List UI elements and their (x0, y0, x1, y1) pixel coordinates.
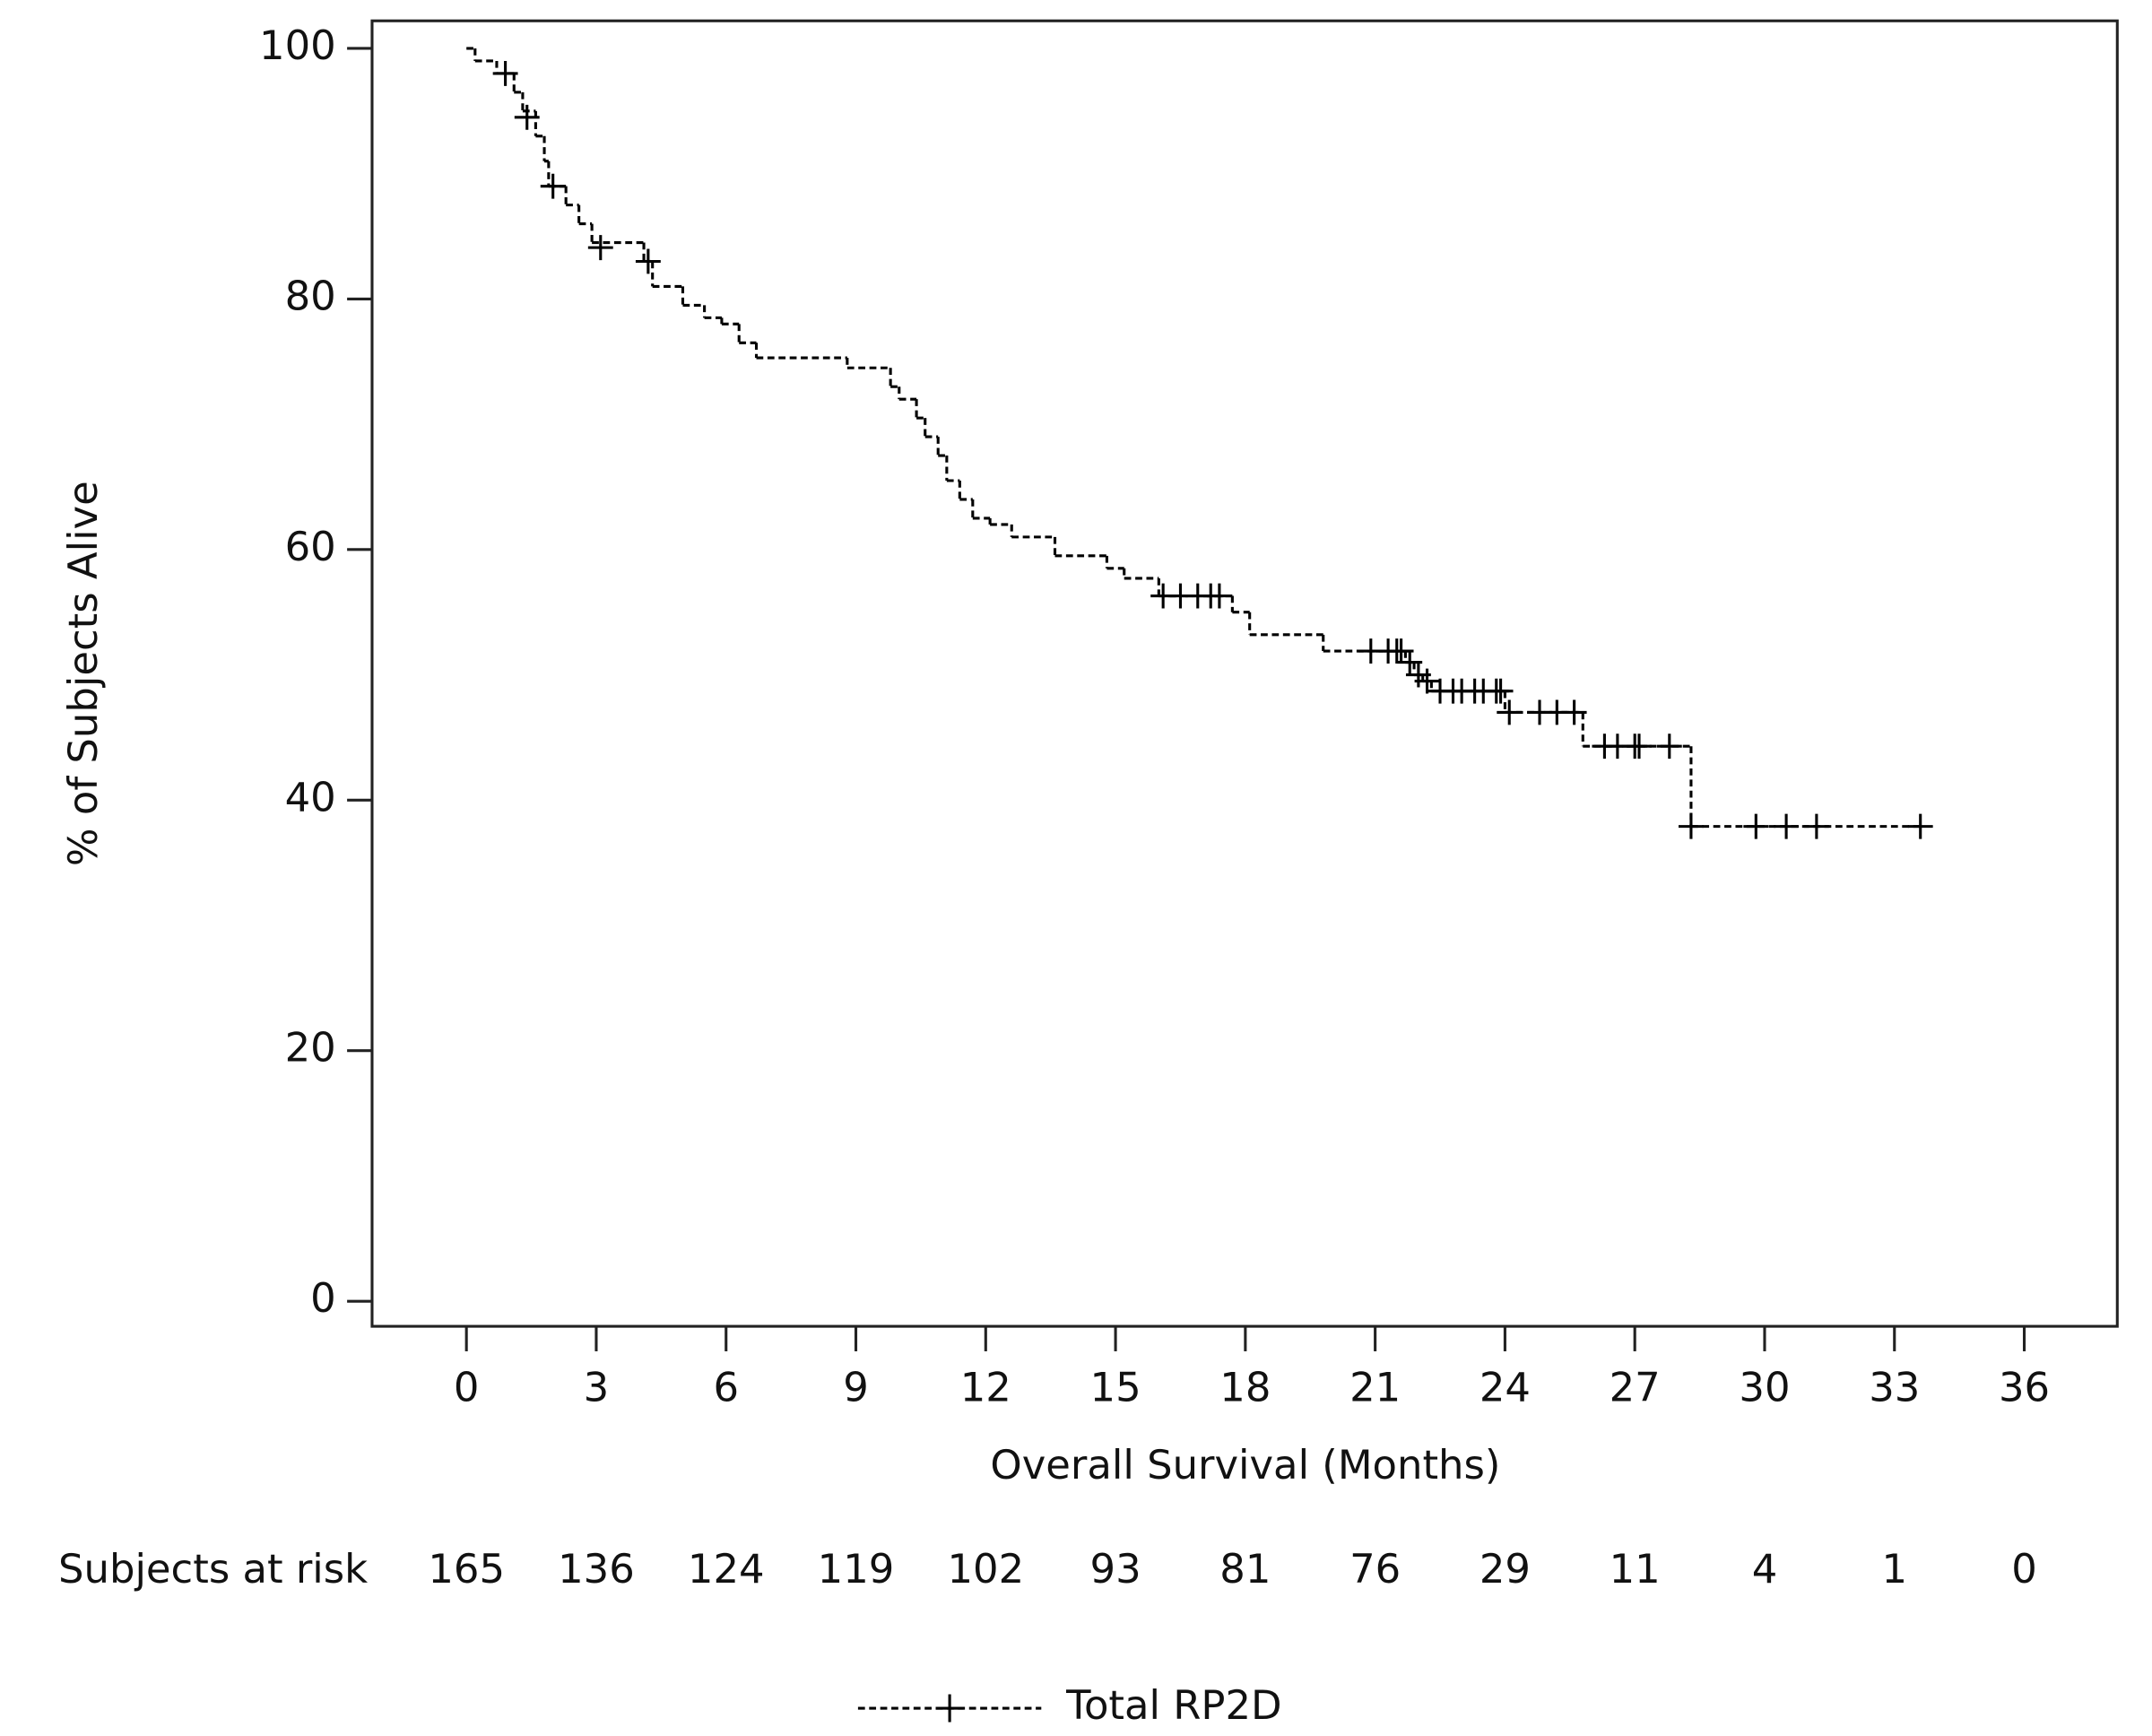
x-tick-label: 15 (1090, 1363, 1141, 1410)
risk-count: 102 (947, 1545, 1024, 1593)
censor-mark (1679, 813, 1704, 839)
risk-count: 4 (1752, 1545, 1778, 1593)
censor-mark (635, 248, 661, 274)
x-tick-label: 18 (1219, 1363, 1271, 1410)
risk-count: 93 (1090, 1545, 1141, 1593)
risk-count: 119 (818, 1545, 895, 1593)
risk-count: 11 (1610, 1545, 1661, 1593)
censor-mark (1488, 678, 1514, 704)
censor-mark (540, 173, 566, 199)
x-tick-label: 0 (454, 1363, 480, 1410)
x-tick-label: 33 (1869, 1363, 1920, 1410)
censor-mark (1414, 668, 1440, 694)
censor-mark (1206, 583, 1232, 609)
legend-marker (935, 1694, 964, 1723)
risk-count: 1 (1881, 1545, 1907, 1593)
y-axis-title: % of Subjects Alive (59, 481, 107, 866)
censor-mark (1803, 813, 1829, 839)
risk-table-label: Subjects at risk (58, 1545, 368, 1593)
censor-mark (492, 60, 518, 86)
y-tick-label: 40 (285, 773, 336, 820)
risk-count: 165 (428, 1545, 505, 1593)
y-tick-label: 20 (285, 1024, 336, 1072)
y-tick-label: 60 (285, 523, 336, 570)
censor-mark (1497, 699, 1523, 725)
x-tick-label: 27 (1610, 1363, 1661, 1410)
censor-mark (514, 104, 540, 130)
x-axis-title: Overall Survival (Months) (990, 1441, 1500, 1489)
censor-mark (1774, 813, 1800, 839)
censor-mark (1627, 733, 1652, 760)
censor-mark (1743, 813, 1769, 839)
x-tick-label: 3 (584, 1363, 610, 1410)
censor-mark (587, 235, 613, 261)
risk-count: 29 (1480, 1545, 1531, 1593)
censor-mark (1656, 733, 1682, 760)
y-tick-label: 80 (285, 272, 336, 319)
risk-count: 81 (1219, 1545, 1271, 1593)
censor-mark (1907, 813, 1933, 839)
censor-mark (1397, 649, 1423, 675)
y-tick-label: 0 (310, 1274, 336, 1322)
risk-count: 76 (1349, 1545, 1401, 1593)
x-tick-label: 6 (713, 1363, 739, 1410)
x-tick-label: 30 (1739, 1363, 1790, 1410)
x-tick-label: 12 (960, 1363, 1011, 1410)
x-tick-label: 9 (843, 1363, 869, 1410)
legend-label: Total RP2D (1065, 1681, 1281, 1729)
x-tick-label: 24 (1480, 1363, 1531, 1410)
risk-count: 0 (2011, 1545, 2037, 1593)
censor-mark (1561, 699, 1587, 725)
risk-count: 124 (688, 1545, 765, 1593)
plot-frame (370, 19, 2119, 1328)
x-tick-label: 21 (1349, 1363, 1401, 1410)
risk-count: 136 (558, 1545, 635, 1593)
x-tick-label: 36 (1999, 1363, 2050, 1410)
y-tick-label: 100 (259, 22, 336, 69)
